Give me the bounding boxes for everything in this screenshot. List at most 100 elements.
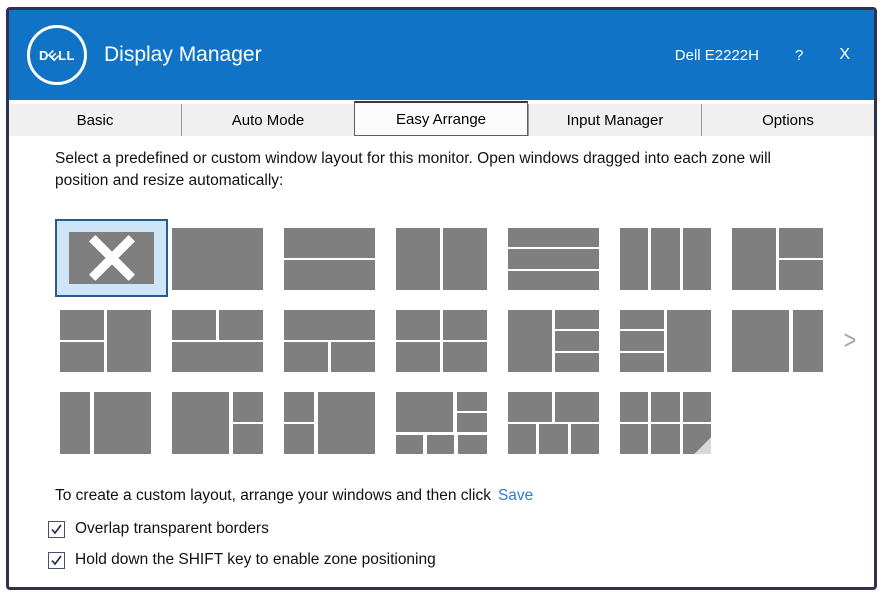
layout-zone bbox=[508, 270, 599, 290]
layout-zone bbox=[442, 310, 487, 341]
layout-zone bbox=[732, 228, 777, 290]
layout-zone bbox=[570, 423, 599, 454]
easy-arrange-panel: Select a predefined or custom window lay… bbox=[9, 136, 874, 587]
layout-tile-half-left-right-stack[interactable] bbox=[732, 228, 823, 290]
hint-text: To create a custom layout, arrange your … bbox=[55, 487, 491, 504]
layout-zone bbox=[456, 392, 487, 411]
checkmark-icon bbox=[51, 523, 62, 534]
custom-layout-hint: To create a custom layout, arrange your … bbox=[55, 487, 533, 505]
layout-zone bbox=[792, 310, 823, 372]
layout-zone bbox=[456, 413, 487, 433]
layout-row-3 bbox=[60, 392, 835, 454]
layout-zone bbox=[284, 392, 315, 423]
layout-tile-quad-grid[interactable] bbox=[396, 310, 487, 372]
layout-tile-left-stack-wide-right[interactable] bbox=[284, 392, 375, 454]
save-link[interactable]: Save bbox=[497, 487, 534, 504]
tab-input-manager[interactable]: Input Manager bbox=[528, 104, 701, 136]
layout-tile-left-stack-half-right[interactable] bbox=[60, 310, 151, 372]
layout-tile-grid-3x2[interactable] bbox=[620, 392, 711, 454]
layout-zone bbox=[620, 228, 649, 290]
layout-zone bbox=[317, 392, 375, 454]
tab-basic[interactable]: Basic bbox=[9, 104, 181, 136]
layout-zone bbox=[651, 392, 680, 423]
checkmark-icon bbox=[51, 554, 62, 565]
layout-zone bbox=[508, 249, 599, 269]
layout-tile-three-rows[interactable] bbox=[508, 228, 599, 290]
layout-tile-two-cols[interactable] bbox=[396, 228, 487, 290]
next-layouts-arrow[interactable]: > bbox=[843, 325, 857, 355]
layout-zone bbox=[778, 259, 823, 290]
layout-zone bbox=[60, 341, 105, 372]
layout-zone bbox=[732, 310, 790, 372]
tab-options[interactable]: Options bbox=[701, 104, 874, 136]
layout-tile-wide-left-narrow-right[interactable] bbox=[732, 310, 823, 372]
layout-tile-custom-current-selected[interactable] bbox=[55, 219, 168, 297]
layout-zone bbox=[651, 228, 680, 290]
layout-zone bbox=[60, 392, 91, 454]
shift-positioning-checkbox[interactable] bbox=[48, 551, 65, 569]
layout-zone bbox=[93, 392, 151, 454]
layout-zone bbox=[106, 310, 151, 372]
layout-zone bbox=[232, 423, 263, 454]
layout-zone bbox=[232, 392, 263, 423]
checkbox-row-overlap-borders: Overlap transparent borders bbox=[48, 520, 269, 538]
layout-zone bbox=[508, 310, 553, 372]
layout-zone bbox=[284, 310, 375, 341]
monitor-name: Dell E2222H bbox=[674, 46, 759, 64]
layout-zone bbox=[682, 228, 711, 290]
layout-zone bbox=[508, 423, 537, 454]
layout-zone bbox=[396, 434, 424, 454]
layout-tile-two-top-three-bottom[interactable] bbox=[508, 392, 599, 454]
layout-zone bbox=[620, 310, 665, 330]
shift-positioning-label: Hold down the SHIFT key to enable zone p… bbox=[75, 551, 436, 568]
layout-zone bbox=[554, 352, 599, 372]
layout-tile-narrow-left-wide-right[interactable] bbox=[60, 392, 151, 454]
layout-zone bbox=[396, 228, 441, 290]
layout-zone bbox=[172, 392, 230, 454]
layout-zone bbox=[682, 392, 711, 423]
layout-zone bbox=[284, 228, 375, 259]
layout-zone bbox=[554, 331, 599, 351]
layout-row-2 bbox=[60, 310, 835, 372]
layout-tile-three-cols[interactable] bbox=[620, 228, 711, 290]
x-mark-icon bbox=[69, 232, 154, 284]
layout-row-1 bbox=[55, 219, 835, 297]
layout-zone bbox=[457, 434, 487, 454]
layout-zone bbox=[172, 228, 263, 290]
help-button[interactable]: ? bbox=[794, 46, 804, 64]
titlebar-controls: Dell E2222H ? X bbox=[675, 46, 850, 64]
layout-zone bbox=[778, 228, 823, 259]
layout-zone bbox=[554, 310, 599, 330]
layout-tile-single-full[interactable] bbox=[172, 228, 263, 290]
layout-zone bbox=[172, 341, 263, 372]
layout-zone bbox=[396, 392, 454, 433]
layout-tile-top-split-bottom-full[interactable] bbox=[172, 310, 263, 372]
layout-zone bbox=[426, 434, 455, 454]
close-button[interactable]: X bbox=[839, 46, 850, 63]
tab-auto-mode[interactable]: Auto Mode bbox=[181, 104, 354, 136]
overlap-borders-label: Overlap transparent borders bbox=[75, 520, 269, 537]
layout-tile-wide-left-right-stack[interactable] bbox=[172, 392, 263, 454]
layout-zone bbox=[284, 259, 375, 290]
checkbox-row-shift-positioning: Hold down the SHIFT key to enable zone p… bbox=[48, 551, 436, 569]
overlap-borders-checkbox[interactable] bbox=[48, 520, 65, 538]
app-title: Display Manager bbox=[104, 43, 262, 66]
layout-zone bbox=[330, 341, 375, 372]
layout-zone bbox=[218, 310, 263, 341]
layout-tile-left-thirds-half-right[interactable] bbox=[620, 310, 711, 372]
layout-zone bbox=[554, 392, 599, 423]
tab-easy-arrange[interactable]: Easy Arrange bbox=[354, 101, 528, 136]
layout-tile-two-rows[interactable] bbox=[284, 228, 375, 290]
layout-tile-big-topleft-six-zone[interactable] bbox=[396, 392, 487, 454]
layout-zone bbox=[508, 392, 553, 423]
layout-tile-top-full-bottom-split[interactable] bbox=[284, 310, 375, 372]
layout-zone bbox=[396, 310, 441, 341]
layout-zone bbox=[620, 352, 665, 372]
layout-zone bbox=[539, 423, 568, 454]
layout-tile-half-left-right-thirds[interactable] bbox=[508, 310, 599, 372]
layout-zone bbox=[620, 331, 665, 351]
layout-zone bbox=[442, 341, 487, 372]
